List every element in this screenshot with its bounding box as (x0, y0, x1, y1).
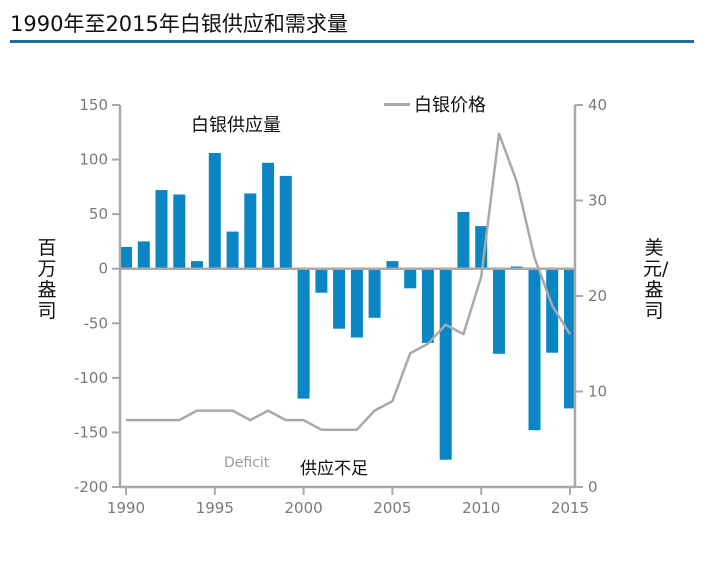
bar-1999 (279, 175, 292, 269)
legend-line-swatch (384, 102, 410, 106)
bar-2000 (297, 268, 310, 399)
bar-2004 (368, 268, 381, 318)
bar-2008 (439, 268, 452, 460)
y-right-tick-label: 10 (588, 383, 607, 401)
bar-2007 (421, 268, 434, 343)
bar-1990 (120, 246, 132, 269)
legend-label: 白银价格 (414, 95, 486, 116)
bar-1992 (155, 190, 168, 269)
y-left-tick-label: -100 (74, 369, 108, 387)
annotation-deficit-zh: 供应不足 (300, 459, 368, 479)
x-tick-label: 2000 (285, 499, 323, 517)
y-axis-unit-right: 美元/盎司 (643, 237, 669, 322)
x-tick-label: 1990 (107, 499, 145, 517)
bar-1995 (208, 153, 221, 269)
y-left-tick-label: 50 (89, 205, 108, 223)
y-left-tick-label: -150 (74, 423, 108, 441)
y-right-tick-label: 40 (588, 96, 607, 114)
bar-1997 (244, 193, 257, 269)
y-right-tick-label: 30 (588, 192, 607, 210)
bar-1993 (173, 194, 186, 269)
bar-1998 (262, 162, 275, 269)
title-divider (10, 40, 694, 43)
y-left-tick-label: 150 (79, 96, 108, 114)
bar-2006 (404, 268, 417, 289)
chart-title: 1990年至2015年白银供应和需求量 (10, 12, 348, 36)
bar-2002 (333, 268, 346, 329)
bar-1991 (137, 241, 150, 269)
bar-2013 (528, 268, 541, 431)
annotation-deficit-en: Deficit (224, 455, 270, 471)
x-tick-label: 2015 (551, 499, 589, 517)
legend: 白银价格 (384, 91, 486, 117)
bar-2003 (350, 268, 363, 338)
y-left-tick-label: 100 (79, 151, 108, 169)
bar-2011 (493, 268, 505, 354)
x-tick-label: 1995 (196, 499, 234, 517)
bar-1996 (226, 231, 239, 269)
y-right-tick-label: 0 (588, 478, 598, 496)
annotation-supply: 白银供应量 (191, 115, 281, 136)
y-axis-unit-left: 百万盎司 (37, 237, 57, 322)
y-left-tick-label: 0 (98, 260, 108, 278)
x-tick-label: 2010 (462, 499, 500, 517)
bar-2014 (546, 268, 559, 353)
y-left-tick-label: -50 (84, 314, 109, 332)
price-line (126, 132, 572, 431)
bar-2009 (457, 212, 470, 269)
bar-2001 (315, 268, 328, 293)
y-right-tick-label: 20 (588, 287, 607, 305)
x-tick-label: 2005 (373, 499, 411, 517)
bar-2015 (564, 268, 576, 409)
y-left-tick-label: -200 (74, 478, 108, 496)
bar-1994 (191, 261, 203, 269)
bar-2005 (386, 261, 399, 269)
